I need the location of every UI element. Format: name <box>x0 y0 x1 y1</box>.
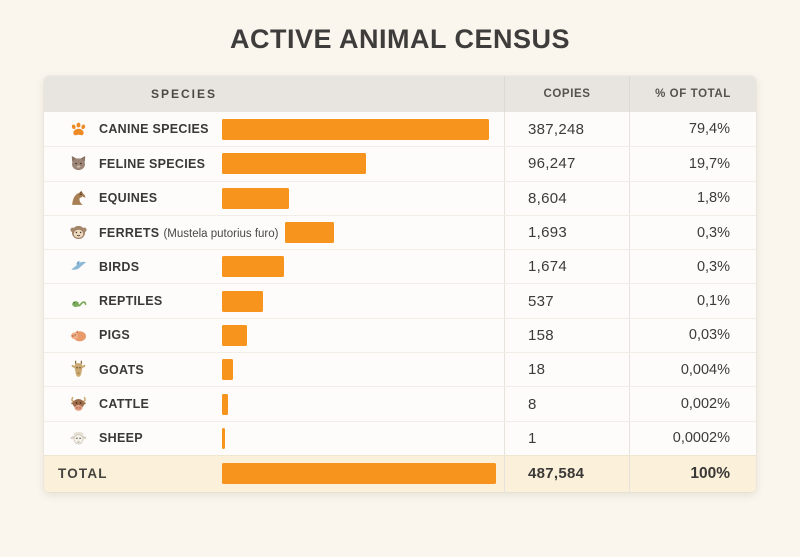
species-bar <box>222 118 489 140</box>
copies-value: 537 <box>504 284 629 318</box>
pct-value: 1,8% <box>629 181 756 215</box>
goat-icon <box>67 359 89 381</box>
table-header: SPECIES COPIES % OF TOTAL <box>44 76 756 112</box>
lizard-icon <box>67 290 89 312</box>
copies-value: 387,248 <box>504 112 629 147</box>
species-label: PIGS <box>99 328 131 343</box>
table-row: CATTLE 8 0,002% <box>44 386 756 421</box>
census-table: SPECIES COPIES % OF TOTAL CANINE SPECIES… <box>44 76 756 492</box>
cow-icon <box>67 393 89 415</box>
table-row: REPTILES 537 0,1% <box>44 283 756 318</box>
species-bar <box>222 324 247 346</box>
pct-value: 0,3% <box>629 215 756 250</box>
pct-value: 0,03% <box>629 318 756 353</box>
species-cell: REPTILES <box>44 284 504 317</box>
species-bar <box>222 153 366 175</box>
horse-icon <box>67 187 89 209</box>
table-row: CANINE SPECIES 387,248 79,4% <box>44 112 756 147</box>
copies-value: 8 <box>504 387 629 421</box>
species-label: GOATS <box>99 362 145 377</box>
species-label: EQUINES <box>99 191 158 206</box>
species-label: CATTLE <box>99 397 150 412</box>
total-pct-value: 100% <box>629 455 756 492</box>
table-row: PIGS 158 0,03% <box>44 317 756 353</box>
species-label: FERRETS (Mustela putorius furo) <box>99 225 279 240</box>
species-cell: GOATS <box>44 353 504 386</box>
pct-value: 0,004% <box>629 353 756 387</box>
species-cell: EQUINES <box>44 182 504 215</box>
species-bar <box>222 256 284 278</box>
species-bar <box>222 393 228 415</box>
page-title: ACTIVE ANIMAL CENSUS <box>229 24 571 54</box>
species-bar <box>222 290 263 312</box>
copies-value: 1,674 <box>504 250 629 284</box>
total-row: TOTAL 487,584 100% <box>44 454 756 492</box>
species-label: REPTILES <box>99 294 163 309</box>
copies-value: 18 <box>504 353 629 387</box>
pig-icon <box>67 324 89 346</box>
cat-icon <box>67 153 89 175</box>
total-species-cell: TOTAL <box>44 456 504 492</box>
species-bar <box>222 187 289 209</box>
paw-icon <box>67 118 89 140</box>
column-header-copies: COPIES <box>504 76 629 112</box>
pct-value: 0,0002% <box>629 421 756 455</box>
species-cell: SHEEP <box>44 422 504 455</box>
page: ACTIVE ANIMAL CENSUS SPECIES COPIES % OF… <box>0 24 800 492</box>
species-bar <box>222 359 233 381</box>
copies-value: 96,247 <box>504 147 629 181</box>
species-cell: CATTLE <box>44 387 504 420</box>
species-cell: CANINE SPECIES <box>44 112 504 146</box>
pct-value: 0,1% <box>629 284 756 318</box>
copies-value: 1,693 <box>504 215 629 250</box>
total-label: TOTAL <box>58 466 108 482</box>
table-body: CANINE SPECIES 387,248 79,4% FELINE SPECIES… <box>44 112 756 455</box>
species-cell: PIGS <box>44 319 504 352</box>
table-row: FELINE SPECIES 96,247 19,7% <box>44 146 756 181</box>
column-header-species: SPECIES <box>151 87 218 101</box>
table-row: FERRETS (Mustela putorius furo) 1,693 0,3% <box>44 214 756 250</box>
species-label: CANINE SPECIES <box>99 122 209 137</box>
pct-value: 79,4% <box>629 112 756 147</box>
species-cell: FERRETS (Mustela putorius furo) <box>44 216 504 249</box>
table-row: EQUINES 8,604 1,8% <box>44 180 756 215</box>
pct-value: 0,002% <box>629 387 756 421</box>
ferret-icon <box>67 222 89 244</box>
species-label: SHEEP <box>99 431 143 446</box>
total-bar <box>222 463 496 485</box>
copies-value: 1 <box>504 421 629 455</box>
species-cell: BIRDS <box>44 250 504 283</box>
bird-icon <box>67 256 89 278</box>
pct-value: 0,3% <box>629 250 756 284</box>
column-header-pct: % OF TOTAL <box>629 76 756 112</box>
copies-value: 8,604 <box>504 181 629 215</box>
table-row: BIRDS 1,674 0,3% <box>44 249 756 284</box>
total-label-wrap: TOTAL <box>58 466 222 481</box>
table-row: GOATS 18 0,004% <box>44 352 756 387</box>
species-label: FELINE SPECIES <box>99 156 206 171</box>
species-bar <box>285 222 335 244</box>
table-row: SHEEP 1 0,0002% <box>44 420 756 455</box>
pct-value: 19,7% <box>629 147 756 181</box>
total-copies-value: 487,584 <box>504 455 629 492</box>
sheep-icon <box>67 427 89 449</box>
species-label: BIRDS <box>99 259 140 274</box>
species-cell: FELINE SPECIES <box>44 147 504 180</box>
species-bar <box>222 427 225 449</box>
copies-value: 158 <box>504 318 629 353</box>
